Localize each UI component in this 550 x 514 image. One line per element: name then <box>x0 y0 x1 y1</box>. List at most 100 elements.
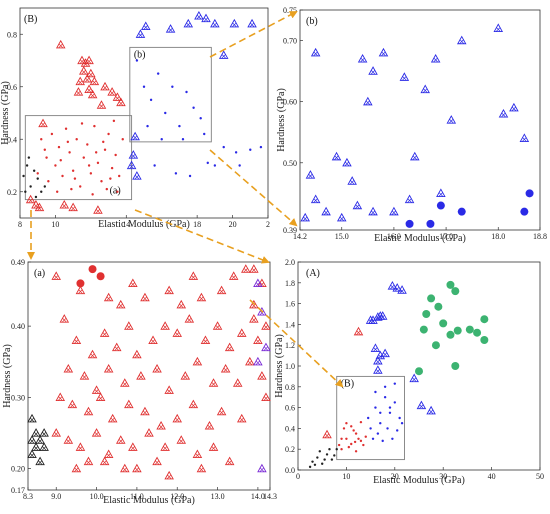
data-point <box>164 285 174 295</box>
data-point <box>51 428 61 437</box>
data-point <box>136 371 146 380</box>
data-point <box>347 445 351 449</box>
data-point <box>103 148 107 151</box>
data-point <box>369 427 372 430</box>
data-point <box>82 156 85 159</box>
data-point <box>160 442 170 451</box>
data-point <box>397 285 407 294</box>
data-point <box>370 343 381 352</box>
data-point <box>439 319 448 328</box>
data-point <box>257 463 267 473</box>
connector-arrow <box>209 149 298 227</box>
y-tick-label: 0.40 <box>11 322 25 331</box>
data-point <box>392 283 402 292</box>
data-point <box>323 458 326 461</box>
y-tick-label: 0.0 <box>285 466 295 475</box>
y-tick-label: 1.4 <box>285 320 295 329</box>
data-point <box>310 47 321 57</box>
data-point <box>216 406 227 416</box>
x-tick-label: 10 <box>342 472 350 481</box>
data-point <box>93 124 96 128</box>
data-point <box>342 427 346 430</box>
data-point <box>75 138 78 141</box>
data-point <box>25 164 29 167</box>
data-point <box>176 299 187 309</box>
data-point <box>171 85 174 88</box>
data-point <box>381 439 384 443</box>
y-tick-label: 0.6 <box>7 83 17 92</box>
data-point <box>67 399 78 409</box>
data-point <box>91 385 102 394</box>
x-tick-label: 20 <box>229 220 237 229</box>
data-point <box>86 68 96 78</box>
x-tick-label: 17.0 <box>439 232 453 241</box>
y-tick-label: 0.39 <box>283 226 297 235</box>
data-point <box>116 190 119 193</box>
data-point <box>27 413 37 423</box>
y-tick-label: 0.2 <box>285 445 295 454</box>
data-point <box>181 138 185 141</box>
data-point <box>379 411 382 414</box>
data-point <box>71 335 82 345</box>
data-point <box>39 442 49 451</box>
data-point <box>354 432 358 435</box>
data-point <box>35 456 45 466</box>
data-point <box>340 437 343 440</box>
data-point <box>446 280 455 289</box>
data-point <box>80 122 84 125</box>
data-point <box>238 164 241 167</box>
data-point <box>199 117 202 120</box>
y-tick-label: 0.75 <box>283 6 297 15</box>
data-point <box>130 131 140 141</box>
data-point <box>124 321 134 330</box>
data-point <box>216 285 227 295</box>
data-point <box>446 115 457 124</box>
data-point <box>210 18 220 28</box>
data-point <box>121 138 124 141</box>
panel-B: 8 10 14 18 20 2 0.2 0.4 0.6 0.8 Elastic Modulus (G… <box>0 7 270 230</box>
x-tick-label: 50 <box>536 472 544 481</box>
data-point <box>362 443 365 447</box>
data-point <box>83 406 94 416</box>
data-points <box>27 264 271 480</box>
data-point <box>352 200 363 210</box>
data-point <box>96 272 105 281</box>
data-point <box>347 176 357 185</box>
data-point <box>322 429 332 439</box>
data-point <box>103 449 114 459</box>
data-point <box>51 271 61 280</box>
data-point <box>38 118 48 128</box>
data-point <box>55 392 66 402</box>
data-point <box>132 349 142 359</box>
data-point <box>380 348 390 358</box>
data-point <box>366 416 370 420</box>
data-point <box>152 456 162 466</box>
data-point <box>111 342 122 352</box>
data-point <box>453 326 462 335</box>
data-point <box>112 119 116 123</box>
data-point <box>91 428 102 437</box>
zoom-box-label: (B) <box>341 378 354 389</box>
data-point <box>165 24 176 33</box>
data-point <box>237 413 247 423</box>
data-point <box>105 187 109 191</box>
data-point <box>249 314 259 323</box>
data-point <box>124 399 134 409</box>
y-tick-label: 0.49 <box>11 258 25 267</box>
panel-label: (A) <box>306 268 320 279</box>
data-point <box>95 392 106 402</box>
y-tick-label: 0.6 <box>285 404 295 413</box>
data-point <box>102 140 105 144</box>
data-point <box>359 439 363 443</box>
data-point <box>493 23 504 32</box>
data-point <box>35 435 45 444</box>
data-point <box>218 50 229 59</box>
data-point <box>27 156 31 159</box>
data-point <box>434 302 443 311</box>
data-point <box>27 449 37 459</box>
data-point <box>86 143 89 146</box>
data-point <box>436 188 446 197</box>
data-point <box>374 390 377 394</box>
data-point <box>120 378 130 387</box>
